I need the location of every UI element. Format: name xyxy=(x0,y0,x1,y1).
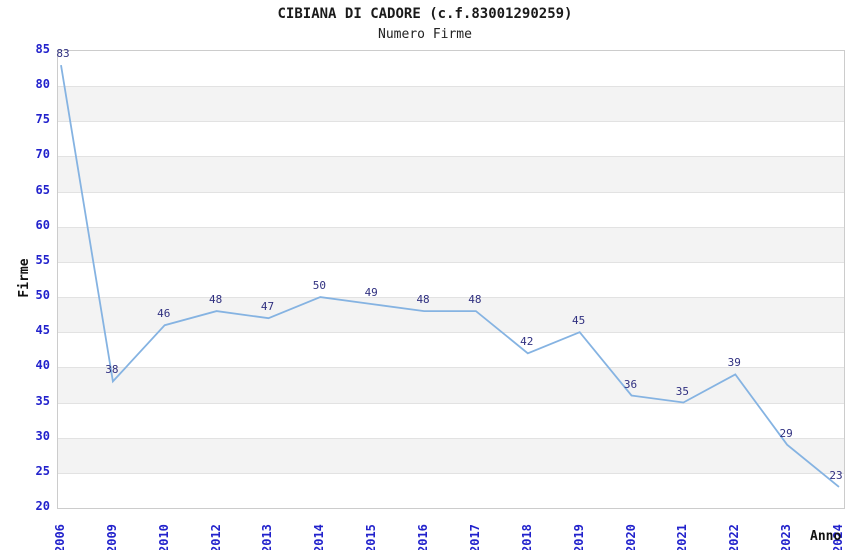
y-tick-label: 75 xyxy=(35,112,50,127)
y-tick-label: 25 xyxy=(35,463,50,478)
grid-line xyxy=(58,261,844,263)
data-point-label: 29 xyxy=(779,426,793,440)
x-tick-label: 2010 xyxy=(156,524,171,550)
x-tick-label: 2006 xyxy=(53,524,67,550)
y-tick-label: 50 xyxy=(35,288,50,303)
grid-band xyxy=(58,121,844,157)
grid-band xyxy=(58,86,844,122)
x-tick-label: 2013 xyxy=(260,524,275,550)
grid-line xyxy=(58,437,844,439)
data-point-label: 46 xyxy=(157,307,171,321)
y-tick-label: 40 xyxy=(35,358,50,373)
grid-band xyxy=(58,332,844,368)
grid-line xyxy=(58,297,844,299)
y-tick-label: 85 xyxy=(35,42,50,56)
x-tick-label: 2015 xyxy=(364,524,379,550)
data-point-label: 49 xyxy=(364,286,378,300)
grid-line xyxy=(58,226,844,228)
grid-band xyxy=(58,226,844,262)
data-point-label: 50 xyxy=(312,279,326,293)
plot-area xyxy=(57,50,845,509)
grid-line xyxy=(58,156,844,158)
y-tick-label: 20 xyxy=(35,499,50,513)
chart-subtitle: Numero Firme xyxy=(378,27,472,42)
grid-line xyxy=(58,86,844,88)
x-tick-label: 2019 xyxy=(571,524,586,550)
x-tick-label: 2018 xyxy=(519,524,534,550)
y-tick-label: 80 xyxy=(35,77,50,92)
grid-band xyxy=(58,437,844,473)
grid-band xyxy=(58,51,844,87)
data-point-label: 42 xyxy=(520,335,534,349)
x-tick-label: 2009 xyxy=(104,524,119,550)
grid-band xyxy=(58,472,844,508)
grid-line xyxy=(58,367,844,369)
x-tick-label: 2020 xyxy=(623,524,638,550)
grid-line xyxy=(58,402,844,404)
data-point-label: 48 xyxy=(468,293,482,307)
data-point-label: 48 xyxy=(208,293,223,307)
grid-band xyxy=(58,297,844,333)
chart-title: CIBIANA DI CADORE (c.f.83001290259) xyxy=(277,6,573,22)
x-tick-label: 2016 xyxy=(416,524,431,550)
y-tick-label: 30 xyxy=(35,428,50,443)
grid-line xyxy=(58,472,844,474)
grid-band xyxy=(58,261,844,298)
series-svg xyxy=(60,64,840,488)
data-point-label: 83 xyxy=(56,47,70,61)
x-tick-label: 2021 xyxy=(675,524,690,550)
grid-band xyxy=(58,191,844,227)
x-tick-label: 2017 xyxy=(467,524,482,550)
data-point-label: 39 xyxy=(727,356,741,370)
x-tick-label: 2012 xyxy=(208,524,223,550)
y-tick-label: 70 xyxy=(35,147,50,162)
x-tick-label: 2023 xyxy=(779,524,794,550)
series-line xyxy=(60,64,840,488)
data-point-label: 36 xyxy=(623,377,638,391)
grid-band xyxy=(58,367,844,403)
data-point-label: 38 xyxy=(105,363,119,377)
grid-band xyxy=(58,402,844,438)
x-tick-label: 2022 xyxy=(727,524,742,550)
grid-line xyxy=(58,191,844,193)
x-tick-label: 2014 xyxy=(312,524,327,550)
grid-band xyxy=(58,156,844,192)
y-tick-label: 65 xyxy=(35,182,50,197)
data-point-label: 45 xyxy=(572,314,586,328)
grid-line xyxy=(58,332,844,334)
y-tick-label: 45 xyxy=(35,323,50,338)
data-point-label: 35 xyxy=(675,384,690,398)
data-point-label: 23 xyxy=(829,468,843,482)
data-point-label: 48 xyxy=(416,293,430,307)
x-axis-title: Anno xyxy=(810,529,842,544)
y-tick-label: 60 xyxy=(35,217,50,232)
grid-line xyxy=(58,121,844,123)
y-tick-label: 35 xyxy=(35,393,50,408)
data-point-label: 47 xyxy=(260,300,275,314)
y-tick-label: 55 xyxy=(35,252,50,267)
